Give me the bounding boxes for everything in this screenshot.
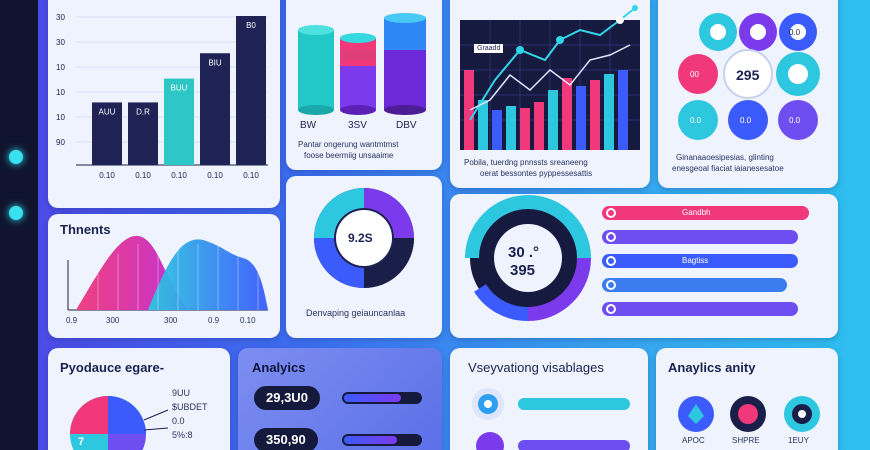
activity-icons <box>678 396 820 432</box>
circle-grid-value: 295 <box>736 67 760 83</box>
bar-x-tick: 0.10 <box>135 171 151 180</box>
donut-caption: Denvaping geiauncanlaa <box>306 308 406 318</box>
analytics-track-2 <box>342 434 422 446</box>
bar <box>164 78 194 165</box>
analytics-title: Analyics <box>252 360 306 375</box>
cyl-label-1: BW <box>300 120 317 131</box>
bar-value-label: BIU <box>208 58 222 67</box>
left-rail <box>0 0 38 450</box>
progress-dot-icon <box>606 232 616 242</box>
progress-bar <box>602 230 799 244</box>
trends-x-tick-2: 300 <box>106 316 120 325</box>
circle-grid <box>678 13 820 140</box>
cyl-label-3: DBV <box>396 120 417 131</box>
progress-dot-icon <box>606 208 616 218</box>
rail-dot-bottom[interactable] <box>9 206 23 220</box>
visual-card: Vseyvationg visablages <box>450 348 648 450</box>
circle-node-label-5: 0.0 <box>789 28 801 37</box>
analytics-value-1: 29,3U0 <box>254 386 320 410</box>
progress-label: Gandbh <box>682 208 711 217</box>
mixed-chart-tag: Graadd <box>474 44 504 53</box>
progress-bar <box>602 302 799 316</box>
activity-title: Anaylics anity <box>668 360 756 375</box>
cyl-caption-2: foose beermiig unsaaime <box>304 151 394 160</box>
bar-x-tick: 0.10 <box>99 171 115 180</box>
pie-slice-label: 7 <box>78 436 85 448</box>
circle-caption-1: Ginanaaoesipesias, glinting <box>676 153 774 162</box>
trends-title: Thnents <box>60 222 111 237</box>
mixed-chart-card: Graadd Pobila, tuerdng pnnssts sreaneeng… <box>450 0 650 188</box>
bar-y-tick: 10 <box>56 63 65 72</box>
pie-legend-1: 9UU <box>172 388 191 398</box>
circle-node-label-4: 0.0 <box>789 116 801 125</box>
bar <box>128 102 158 165</box>
bar-value-label: AUU <box>99 107 116 116</box>
visual-widgets <box>472 388 630 450</box>
bar-value-label: BUU <box>171 84 188 93</box>
activity-card: Anaylics anity APOC SHPRE 1EUY <box>656 348 838 450</box>
progress-bar: Bagtiss <box>602 254 799 268</box>
activity-label-2: SHPRE <box>732 436 760 445</box>
bar-y-tick: 30 <box>56 38 65 47</box>
cylinder-chart <box>298 13 426 115</box>
trends-x-tick-1: 0.9 <box>66 316 78 325</box>
bar <box>200 53 230 165</box>
donut-center-value: 9.2S <box>348 231 373 245</box>
pie-legend-4: 5%:8 <box>172 430 193 440</box>
pie-legend-2: $UBDET <box>172 402 208 412</box>
mixed-chart <box>460 5 640 150</box>
circle-node-label-1: 00 <box>690 70 699 79</box>
circle-node-label-3: 0.0 <box>740 116 752 125</box>
mixed-caption-2: oerat bessontes pyppessesattis <box>480 169 593 178</box>
gauge-value-bottom: 395 <box>510 262 536 279</box>
gauge-card: 30 .° 395 Gandbh Bagtiss <box>450 194 838 338</box>
mixed-caption-1: Pobila, tuerdng pnnssts sreaneeng <box>464 158 588 167</box>
circle-grid-card: 295 00 0.0 0.0 0.0 0.0 Ginanaaoesipesias… <box>658 0 838 188</box>
progress-dot-icon <box>606 304 616 314</box>
progress-dot-icon <box>606 280 616 290</box>
produce-card: Pyodauce egare- 7 9UU $UBDET 0.0 5%:8 <box>48 348 230 450</box>
bar-x-tick: 0.10 <box>243 171 259 180</box>
gauge-value-top: 30 .° <box>508 244 540 261</box>
activity-label-3: 1EUY <box>788 436 809 445</box>
progress-dot-icon <box>606 256 616 266</box>
visual-title: Vseyvationg visablages <box>468 360 604 375</box>
bar-value-label: D.R <box>136 107 150 116</box>
circle-node-label-2: 0.0 <box>690 116 702 125</box>
circle-caption-2: enesgeoal fiaciat iaianesesatoe <box>672 164 784 173</box>
progress-bar <box>602 278 788 292</box>
donut-card: 9.2S Denvaping geiauncanlaa <box>286 176 442 338</box>
bar-chart: 30 30 10 10 10 90 AUU 0.10 D.R 0.10 BUU 0.10 BIU 0.10… <box>56 13 268 180</box>
bar-chart-card: 30 30 10 10 10 90 AUU 0.10 D.R 0.10 BUU 0.10 BIU 0.10… <box>48 0 280 208</box>
bar-y-tick: 10 <box>56 113 65 122</box>
trends-x-tick-4: 0.9 <box>208 316 220 325</box>
trends-area-chart <box>67 235 268 311</box>
progress-bar: Gandbh <box>602 206 810 220</box>
pie-legend-3: 0.0 <box>172 416 185 426</box>
bar-x-tick: 0.10 <box>207 171 223 180</box>
bar <box>92 102 122 165</box>
bar-value-label: B0 <box>246 21 256 30</box>
gauge-chart <box>465 195 591 322</box>
bar-y-tick: 90 <box>56 138 65 147</box>
cylinder-chart-card: BW 3SV DBV Pantar ongerung wantmtmst foo… <box>286 0 442 170</box>
analytics-card: Analyics 29,3U0 350,90 <box>238 348 442 450</box>
bar-y-tick: 10 <box>56 88 65 97</box>
bar-y-tick: 30 <box>56 13 65 22</box>
cyl-caption-1: Pantar ongerung wantmtmst <box>298 140 399 149</box>
bar <box>236 16 266 165</box>
trends-x-tick-5: 0.10 <box>240 316 256 325</box>
pie-chart <box>70 396 169 450</box>
trends-card: Thnents 0.9 300 300 0.9 0.10 <box>48 214 280 338</box>
activity-label-1: APOC <box>682 436 705 445</box>
analytics-track-1 <box>342 392 422 404</box>
progress-label: Bagtiss <box>682 256 709 265</box>
cyl-label-2: 3SV <box>348 120 367 131</box>
trends-x-tick-3: 300 <box>164 316 178 325</box>
bar-x-tick: 0.10 <box>171 171 187 180</box>
donut-chart <box>314 188 414 288</box>
produce-title: Pyodauce egare- <box>60 360 165 375</box>
rail-dot-top[interactable] <box>9 150 23 164</box>
analytics-value-2: 350,90 <box>254 428 318 450</box>
